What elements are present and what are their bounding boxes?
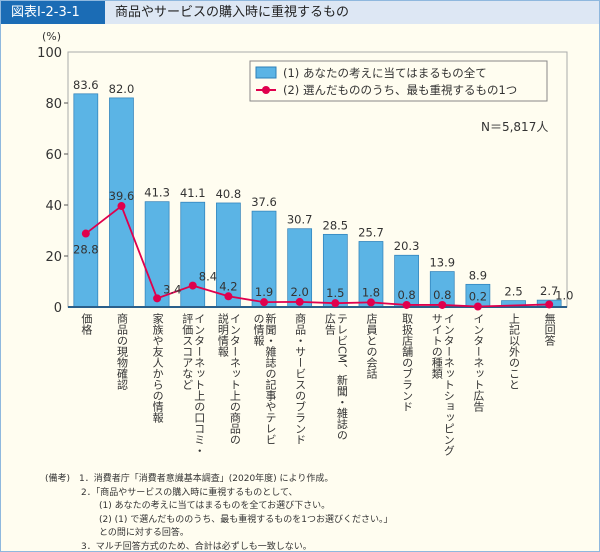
line-point (402, 300, 411, 309)
bar-value-label: 40.8 (216, 187, 242, 201)
figure-title: 商品やサービスの購入時に重視するもの (115, 5, 350, 20)
bar-value-label: 41.3 (144, 186, 170, 200)
header-bar: 図表Ⅰ-2-3-1 商品やサービスの購入時に重視するもの (1, 1, 599, 24)
sample-size-annotation: N＝5,817人 (481, 120, 548, 134)
line-point (224, 292, 233, 301)
x-tick-label: 上記以外のこと (507, 313, 521, 390)
line-point (545, 300, 554, 309)
y-tick-label: 0 (54, 301, 62, 316)
line-value-label: 0.8 (397, 288, 415, 302)
line-value-label: 0.8 (433, 288, 451, 302)
bar (394, 254, 419, 308)
line-value-label: 1.5 (326, 286, 344, 300)
line-point (366, 298, 375, 307)
line-value-label: 39.6 (109, 189, 135, 203)
y-tick-label: 20 (45, 250, 62, 265)
line-value-label: 4.2 (219, 279, 237, 293)
bar-value-label: 2.5 (504, 285, 522, 299)
bar-value-label: 30.7 (287, 213, 313, 227)
x-tick-label: インターネット上の口コミ・ 評価スコアなど (180, 313, 206, 456)
bar (73, 93, 99, 308)
line-value-label: 1.0 (555, 288, 573, 302)
bar (180, 201, 206, 308)
bar-value-label: 25.7 (358, 225, 384, 239)
line-point (295, 297, 304, 306)
line-value-label: 1.9 (255, 285, 273, 299)
line-value-label: 3.4 (163, 282, 181, 296)
bar-value-label: 41.1 (180, 186, 206, 200)
line-value-label: 8.4 (199, 270, 217, 284)
legend-line-marker (262, 86, 270, 94)
legend-box (249, 60, 548, 102)
line-point (331, 299, 340, 308)
line-point (438, 300, 447, 309)
bar-value-label: 83.6 (73, 78, 99, 92)
line-point (473, 302, 482, 311)
x-tick-label: 家族や友人からの情報 (151, 313, 165, 423)
x-tick-label: インターネット上の商品の 説明情報 (216, 313, 242, 445)
x-tick-label: 商品の現物確認 (115, 313, 129, 390)
bar (144, 201, 170, 308)
line-value-label: 1.8 (362, 285, 380, 299)
x-tick-label: インターネット広告 (471, 313, 485, 412)
bar-value-label: 13.9 (429, 256, 455, 270)
line-value-label: 0.2 (469, 289, 487, 303)
x-tick-label: 新聞・雑誌の記事やテレビ の情報 (252, 313, 278, 445)
bar-value-label: 82.0 (109, 82, 135, 96)
bar-value-label: 37.6 (251, 195, 277, 209)
y-axis-label: (%) (42, 30, 61, 43)
line-point (188, 281, 197, 290)
line-point (260, 298, 269, 307)
x-tick-label: インターネットショッピング サイトの種類 (430, 313, 456, 456)
legend-bar-swatch (255, 66, 277, 79)
legend-bar-label: (1) あなたの考えに当てはまるもの全て (283, 66, 487, 80)
legend-line-label: (2) 選んだもののうち、最も重視するもの1つ (283, 83, 517, 97)
bar-value-label: 20.3 (394, 239, 420, 253)
line-point (117, 202, 126, 211)
line-value-label: 28.8 (73, 243, 99, 257)
line-point (81, 229, 90, 238)
figure-id: 図表Ⅰ-2-3-1 (1, 1, 105, 24)
y-tick-label: 40 (45, 199, 62, 214)
y-tick-label: 100 (37, 46, 62, 61)
line-value-label: 2.0 (291, 285, 309, 299)
bar (216, 202, 241, 308)
y-tick-label: 80 (45, 97, 62, 112)
x-tick-label: テレビCM、新聞・雑誌の 広告 (323, 313, 349, 441)
notes: (備考) 1．消費者庁「消費者意識基本調査」(2020年度) により作成。 2．… (45, 474, 393, 552)
bar-value-label: 8.9 (469, 268, 487, 282)
x-tick-label: 価格 (79, 313, 93, 335)
x-tick-label: 商品・サービスのブランド (293, 313, 307, 445)
x-tick-label: 取扱店舗のブランド (400, 313, 414, 412)
bar-value-label: 2.7 (540, 284, 558, 298)
x-tick-label: 無回答 (543, 313, 557, 346)
x-tick-label: 店員との会話 (364, 313, 378, 379)
bar (358, 241, 384, 308)
bar-value-label: 28.5 (323, 218, 349, 232)
y-tick-label: 60 (45, 148, 62, 163)
line-point (153, 294, 162, 303)
bar (251, 210, 277, 308)
